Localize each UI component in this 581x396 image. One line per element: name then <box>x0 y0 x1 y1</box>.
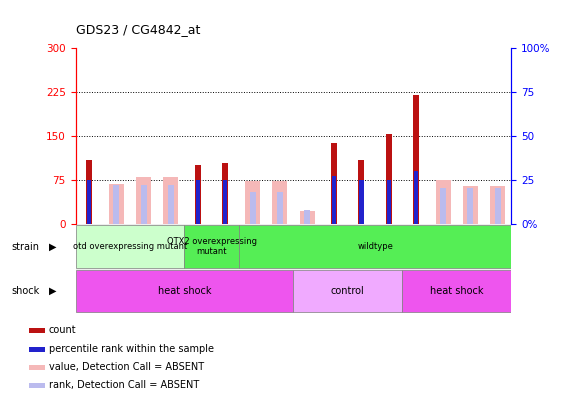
Bar <box>293 270 402 312</box>
Bar <box>196 180 200 224</box>
Bar <box>29 328 45 333</box>
Bar <box>87 180 91 224</box>
Bar <box>76 225 185 268</box>
Text: shock: shock <box>12 286 40 296</box>
Bar <box>141 185 146 224</box>
Text: otd overexpressing mutant: otd overexpressing mutant <box>73 242 187 251</box>
Text: ▶: ▶ <box>49 242 56 251</box>
Bar <box>414 171 418 224</box>
Bar <box>360 180 364 224</box>
Bar <box>185 225 239 268</box>
Text: OTX2 overexpressing
mutant: OTX2 overexpressing mutant <box>167 237 257 256</box>
Bar <box>387 180 391 224</box>
Text: percentile rank within the sample: percentile rank within the sample <box>49 344 214 354</box>
Bar <box>29 383 45 388</box>
Text: strain: strain <box>12 242 40 251</box>
Bar <box>413 95 419 224</box>
Bar <box>304 209 310 224</box>
Bar <box>358 160 364 224</box>
Bar <box>29 365 45 370</box>
Bar <box>277 192 283 224</box>
Bar <box>436 180 451 224</box>
Bar <box>76 270 293 312</box>
Bar <box>300 211 314 224</box>
Bar <box>494 188 501 224</box>
Bar <box>86 160 92 224</box>
Bar <box>239 225 511 268</box>
Text: value, Detection Call = ABSENT: value, Detection Call = ABSENT <box>49 362 204 372</box>
Bar <box>223 163 228 224</box>
Text: wildtype: wildtype <box>357 242 393 251</box>
Bar <box>245 181 260 224</box>
Bar <box>136 177 151 224</box>
Text: control: control <box>331 286 365 296</box>
Bar <box>29 346 45 352</box>
Bar <box>250 192 256 224</box>
Text: GDS23 / CG4842_at: GDS23 / CG4842_at <box>76 23 200 36</box>
Bar <box>168 185 174 224</box>
Text: rank, Detection Call = ABSENT: rank, Detection Call = ABSENT <box>49 380 199 390</box>
Bar <box>113 185 119 224</box>
Bar <box>272 181 287 224</box>
Bar <box>109 184 124 224</box>
Bar <box>332 176 336 224</box>
Bar <box>490 186 505 224</box>
Text: heat shock: heat shock <box>157 286 211 296</box>
Text: ▶: ▶ <box>49 286 56 296</box>
Bar <box>463 186 478 224</box>
Text: count: count <box>49 326 77 335</box>
Bar <box>331 143 337 224</box>
Bar <box>402 270 511 312</box>
Text: heat shock: heat shock <box>430 286 483 296</box>
Bar <box>223 180 227 224</box>
Bar <box>386 134 392 224</box>
Bar <box>468 188 474 224</box>
Bar <box>195 165 201 224</box>
Bar <box>440 188 446 224</box>
Bar <box>163 177 178 224</box>
